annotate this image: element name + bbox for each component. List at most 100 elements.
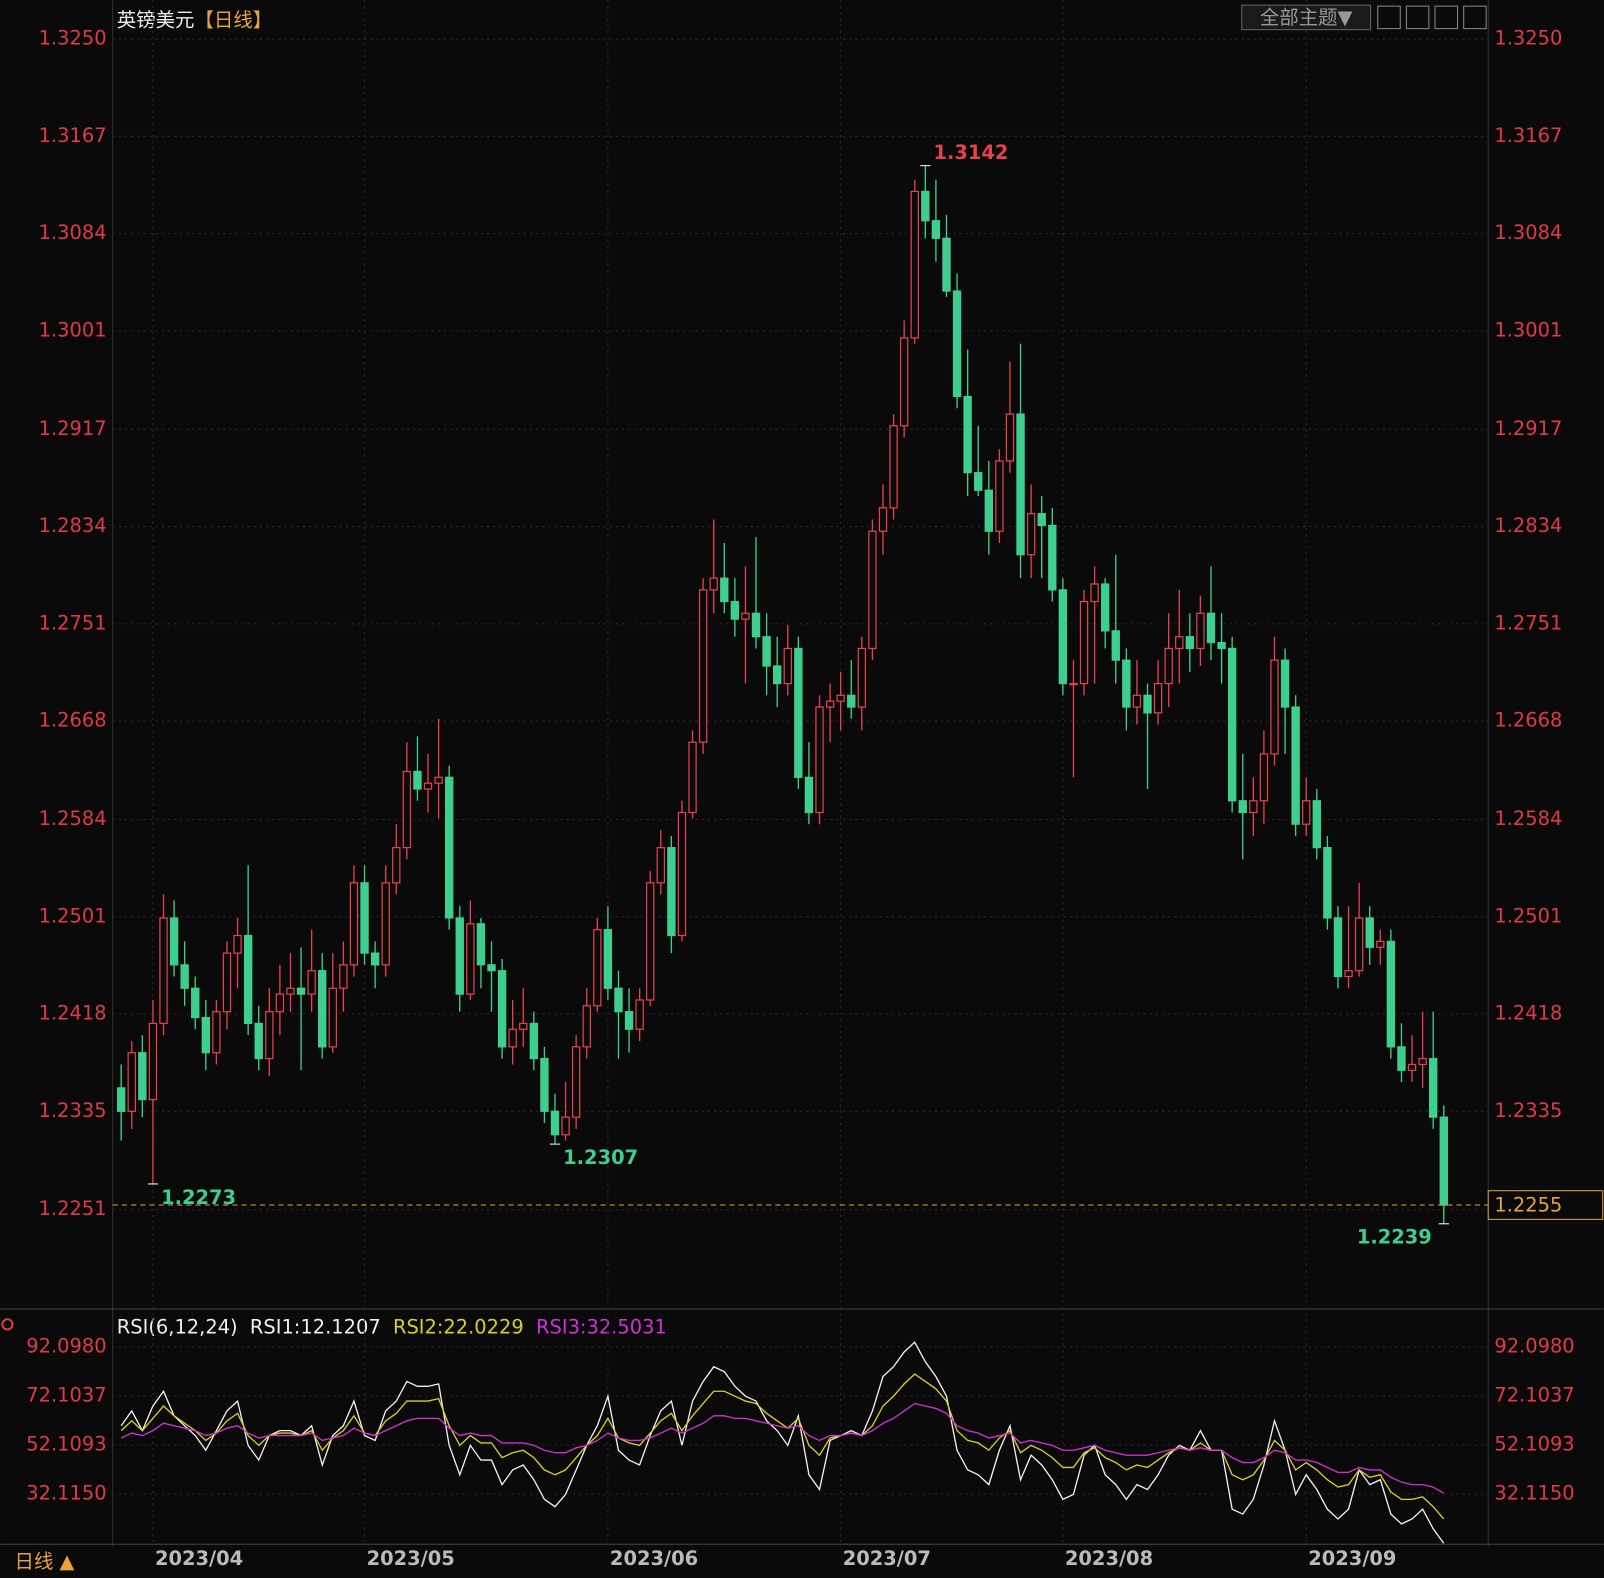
candle-body [402,770,412,849]
candle-body [138,1052,147,1101]
x-tick-label: 2023/08 [1065,1547,1153,1570]
x-tick-label: 2023/06 [610,1547,698,1570]
y-tick-label-right: 1.3250 [1494,27,1562,50]
candle-body [1196,612,1205,650]
candle-body [265,1011,274,1060]
candle-body [116,1087,126,1112]
legend-entry: RSI3:32.5031 [536,1315,667,1338]
candle-body [582,1005,591,1048]
candle-body [1048,524,1057,591]
candle-body [1270,659,1279,755]
x-tick-label: 2023/04 [155,1547,243,1570]
candle-body [444,776,454,919]
candle-body [1439,1116,1448,1206]
candle-body [1397,1046,1406,1071]
rsi-line [120,1341,1445,1544]
candle-body [1249,800,1258,814]
candle-body [508,1028,517,1048]
candle-body [1333,917,1343,978]
candle-body [476,923,486,966]
candle-body [1026,513,1036,556]
y-tick-label-right: 72.1037 [1494,1383,1574,1406]
candle-body [1312,800,1322,849]
candle-body [624,1011,634,1030]
candle-body [1111,630,1120,661]
candle-body [392,847,401,884]
y-tick-label: 72.1037 [26,1383,106,1406]
extreme-label: 1.2273 [161,1186,236,1209]
candle-body [360,882,369,954]
candle-body [233,934,242,954]
candle-body [1407,1063,1417,1071]
candle-body [519,1022,528,1030]
y-tick-label-right: 32.1150 [1494,1482,1574,1505]
tool-icon[interactable] [1434,5,1459,30]
candle-body [212,1011,221,1054]
candle-body [222,952,232,1013]
candle-body [667,847,676,937]
candle-body [254,1022,263,1060]
candle-body [487,964,496,972]
candle-body [931,220,941,239]
candle-body [1185,636,1195,650]
candle-body [1386,940,1396,1048]
candle-body [1354,917,1364,972]
symbol: 英镑美元 [117,8,195,31]
candle-body [942,237,951,292]
y-tick-label-right: 1.2584 [1494,807,1562,830]
y-tick-label: 1.2501 [39,904,107,927]
tool-icon[interactable] [1463,5,1487,30]
extreme-label: 1.2307 [563,1146,638,1169]
candle-body [868,530,877,650]
candle-body [307,970,316,995]
candle-body [847,694,856,708]
period-selector[interactable]: 日线 ▲ [15,1550,75,1573]
candle-body [1016,413,1025,556]
candle-body [349,882,359,966]
candle-body [741,612,750,620]
candle-body [561,1116,570,1136]
rsi-line [120,1373,1445,1520]
y-tick-label-right: 1.2751 [1494,611,1562,634]
candle-body [1259,753,1269,802]
indicator-icon[interactable] [1,1318,14,1331]
y-tick-label-right: 1.3084 [1494,221,1562,244]
candle-body [772,665,782,685]
y-tick-label: 1.2668 [39,709,107,732]
candle-body [275,993,285,1013]
candle-body [1122,659,1131,708]
y-tick-label: 32.1150 [26,1482,106,1505]
candle-body [635,999,644,1030]
candle-body [963,395,972,474]
candle-body [328,987,337,1048]
y-tick-label-right: 52.1093 [1494,1433,1574,1456]
candle-body [148,1022,158,1101]
candle-body [656,847,665,884]
y-tick-label: 92.0980 [26,1334,106,1357]
tool-icon[interactable] [1405,5,1430,30]
candle-body [455,917,464,995]
candle-body [889,425,898,509]
y-tick-label: 1.2834 [39,514,107,537]
candle-body [571,1046,581,1118]
y-tick-label-right: 92.0980 [1494,1334,1574,1357]
candle-body [169,917,179,966]
candle-body [952,290,962,398]
candle-body [1206,612,1216,644]
last-price-label: 1.2255 [1494,1194,1562,1217]
candle-body [1323,847,1332,919]
candle-body [1280,659,1290,708]
candle-body [286,987,295,995]
candle-body [423,782,433,790]
candle-body [984,489,993,532]
tool-icon[interactable] [1377,5,1401,30]
period: 【日线】 [194,8,272,31]
candle-body [1175,636,1184,650]
candle-body [857,647,867,708]
y-tick-label: 1.2584 [39,807,107,830]
theme-button-label[interactable]: 全部主题▼ [1260,6,1353,29]
y-tick-label: 1.3167 [39,124,107,147]
candle-body [1365,917,1374,948]
candle-body [1376,940,1385,948]
